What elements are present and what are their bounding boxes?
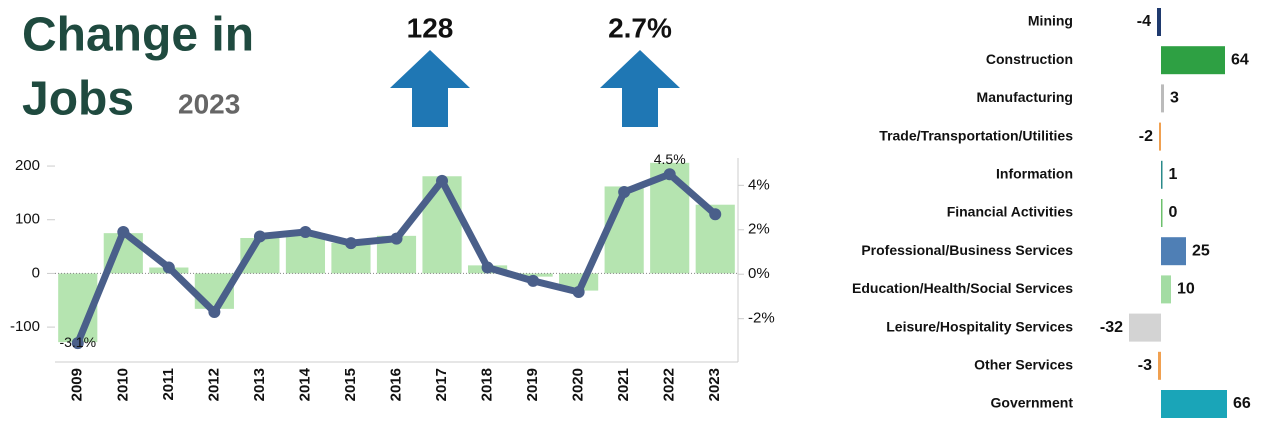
value-label: -3.1% <box>59 334 96 350</box>
kpi-value: 128 <box>407 12 454 43</box>
x-tick-label: 2012 <box>205 368 222 401</box>
value-label: -32 <box>1100 319 1123 336</box>
x-tick-label: 2020 <box>570 368 587 401</box>
value-label: -3 <box>1138 357 1152 374</box>
y2-tick-label: 2% <box>748 221 770 238</box>
x-tick-label: 2021 <box>615 368 632 401</box>
category-label: Government <box>991 395 1074 411</box>
bar <box>1161 275 1171 304</box>
point <box>663 168 676 181</box>
up-arrow <box>390 50 470 127</box>
bar <box>604 186 644 274</box>
bar <box>1129 313 1161 342</box>
category-label: Leisure/Hospitality Services <box>886 318 1073 334</box>
y-tick-label: 200 <box>15 157 40 174</box>
x-tick-label: 2018 <box>479 368 496 401</box>
x-tick-label: 2013 <box>251 368 268 401</box>
point <box>527 274 540 287</box>
bar <box>422 176 462 274</box>
point <box>572 286 585 298</box>
category-label: Manufacturing <box>977 89 1073 105</box>
x-tick-label: 2017 <box>433 368 450 401</box>
value-label: -4 <box>1137 13 1151 30</box>
value-label: 66 <box>1233 395 1251 412</box>
y-tick-label: 0 <box>32 264 40 281</box>
x-tick-label: 2010 <box>114 368 131 401</box>
x-tick-label: 2022 <box>661 368 678 401</box>
y2-tick-label: -2% <box>748 310 775 327</box>
value-label: 0 <box>1169 204 1178 221</box>
bar <box>1161 84 1164 113</box>
value-label: 10 <box>1177 281 1195 298</box>
category-label: Mining <box>1028 13 1073 29</box>
up-arrow <box>600 50 680 127</box>
title: Change in <box>22 9 254 62</box>
bar <box>1161 160 1163 189</box>
x-tick-label: 2015 <box>342 368 359 401</box>
point <box>481 261 494 274</box>
category-label: Construction <box>986 51 1073 67</box>
category-label: Other Services <box>974 357 1073 373</box>
bar <box>1161 390 1227 418</box>
point <box>117 226 130 238</box>
point <box>709 208 722 221</box>
bar <box>1161 199 1163 227</box>
point <box>344 237 357 250</box>
point <box>253 230 266 243</box>
value-label: 3 <box>1170 90 1179 107</box>
x-tick-label: 2009 <box>69 368 86 401</box>
point <box>436 174 449 187</box>
value-label: 1 <box>1169 166 1178 183</box>
x-tick-label: 2011 <box>160 368 177 401</box>
bar <box>285 233 326 274</box>
category-label: Financial Activities <box>947 204 1074 220</box>
y2-tick-label: 0% <box>748 265 770 282</box>
y-tick-label: -100 <box>10 318 40 335</box>
value-label: 64 <box>1231 51 1249 68</box>
x-tick-label: 2014 <box>296 367 313 401</box>
point <box>71 337 84 350</box>
point <box>618 186 631 198</box>
category-label: Professional/Business Services <box>861 242 1073 258</box>
point <box>390 232 403 245</box>
y-tick-label: 100 <box>15 211 40 228</box>
point <box>208 306 221 318</box>
x-tick-label: 2016 <box>387 368 404 401</box>
category-label: Information <box>996 166 1073 182</box>
value-label: -2 <box>1139 128 1153 145</box>
category-label: Education/Health/Social Services <box>852 280 1073 296</box>
x-tick-label: 2019 <box>524 368 541 401</box>
bar <box>1159 122 1161 151</box>
value-label: 4.5% <box>654 151 686 167</box>
year: 2023 <box>178 88 240 119</box>
bar <box>1161 46 1225 75</box>
bar <box>1158 351 1161 380</box>
x-tick-label: 2023 <box>706 368 723 401</box>
y2-tick-label: 4% <box>748 176 770 193</box>
point <box>162 261 175 274</box>
title: Jobs <box>22 73 134 126</box>
value-label: 25 <box>1192 242 1210 259</box>
category-label: Trade/Transportation/Utilities <box>879 127 1073 143</box>
bar <box>1161 237 1186 266</box>
point <box>299 226 312 238</box>
kpi-value: 2.7% <box>608 12 672 43</box>
bar <box>1157 8 1161 36</box>
